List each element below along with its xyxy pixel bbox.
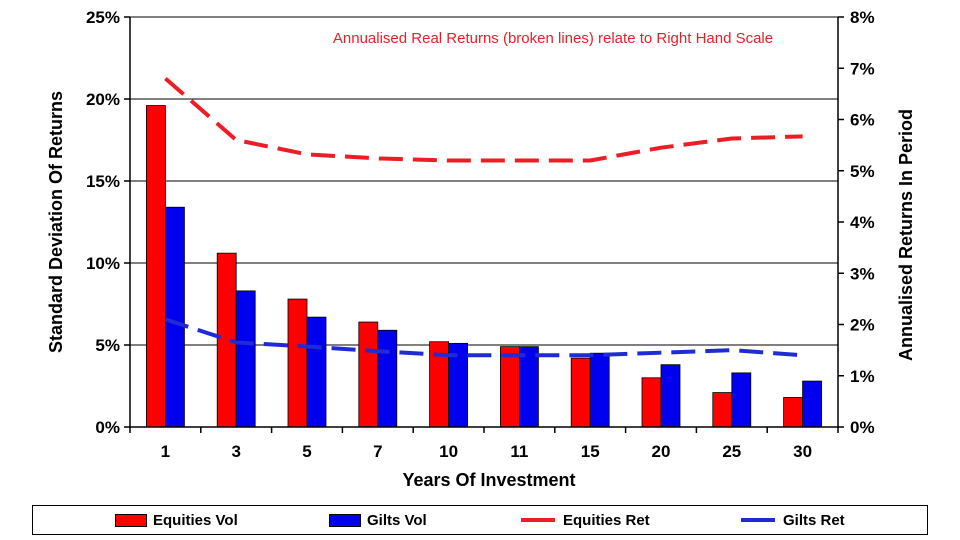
legend-swatch-gilts-ret	[741, 518, 775, 522]
bar-gilts-vol	[731, 372, 752, 428]
x-tick-label: 7	[373, 442, 382, 461]
x-tick-label: 1	[161, 442, 170, 461]
y-left-tick-label: 0%	[95, 418, 120, 437]
return-lines	[164, 76, 803, 358]
bar-equities-vol	[358, 321, 379, 428]
bar-gilts-vol	[519, 346, 539, 428]
x-tick-label: 25	[722, 442, 741, 461]
bar-equities-vol	[145, 105, 166, 428]
axes	[124, 16, 844, 433]
y-left-tick-label: 20%	[86, 90, 120, 109]
y-right-tick-label: 2%	[850, 316, 875, 335]
bar-gilts-vol	[306, 316, 327, 428]
bars	[145, 105, 822, 428]
x-tick-label: 20	[652, 442, 671, 461]
y-left-tick-label: 15%	[86, 172, 120, 191]
chart-canvas: 0% 5% 10% 15% 20% 25% 0% 1% 2% 3% 4% 5% 6% 7% 8% 1 3 5 7 10…	[46, 8, 916, 490]
bar-equities-vol	[570, 357, 591, 428]
legend-swatch-equities-vol	[115, 513, 147, 527]
y-right-tick-label: 4%	[850, 213, 875, 232]
bar-gilts-vol	[802, 380, 822, 428]
y-left-tick-label: 25%	[86, 8, 120, 27]
y-axis-title-left: Standard Deviation Of Returns	[46, 91, 66, 353]
tick-labels: 0% 5% 10% 15% 20% 25% 0% 1% 2% 3% 4% 5% 6% 7% 8% 1 3 5 7 10…	[86, 8, 875, 461]
y-left-tick-label: 10%	[86, 254, 120, 273]
y-right-tick-label: 7%	[850, 59, 875, 78]
legend-item-equities-ret: Equities Ret	[521, 506, 650, 534]
x-tick-label: 15	[581, 442, 600, 461]
y-axis-title-right: Annualised Returns In Period	[896, 109, 916, 361]
bar-gilts-vol	[377, 329, 398, 428]
line-gilts-ret	[164, 317, 803, 358]
y-right-tick-label: 3%	[850, 264, 875, 283]
y-right-tick-label: 0%	[850, 418, 875, 437]
bar-equities-vol	[783, 397, 803, 428]
legend-label-equities-ret: Equities Ret	[563, 511, 650, 529]
x-tick-label: 10	[439, 442, 458, 461]
bar-equities-vol	[287, 298, 308, 428]
chart-legend: Equities Vol Gilts Vol Equities Ret Gilt…	[32, 505, 928, 535]
y-left-tick-label: 5%	[95, 336, 120, 355]
legend-swatch-equities-ret	[521, 518, 555, 522]
bar-equities-vol	[641, 377, 662, 428]
line-equities-ret	[164, 76, 803, 163]
bar-gilts-vol	[164, 206, 185, 428]
legend-label-gilts-ret: Gilts Ret	[783, 511, 845, 529]
x-axis-title: Years Of Investment	[402, 470, 575, 490]
legend-label-gilts-vol: Gilts Vol	[367, 511, 427, 529]
legend-label-equities-vol: Equities Vol	[153, 511, 238, 529]
x-tick-label: 30	[793, 442, 812, 461]
bar-gilts-vol	[660, 364, 681, 428]
bar-gilts-vol	[589, 352, 610, 428]
legend-item-equities-vol: Equities Vol	[115, 506, 238, 534]
y-right-tick-label: 5%	[850, 162, 875, 181]
y-right-tick-label: 1%	[850, 367, 875, 386]
y-right-tick-label: 6%	[850, 111, 875, 130]
legend-item-gilts-ret: Gilts Ret	[741, 506, 845, 534]
legend-swatch-gilts-vol	[329, 513, 361, 527]
chart-annotation: Annualised Real Returns (broken lines) r…	[333, 30, 773, 47]
bar-equities-vol	[712, 392, 733, 428]
legend-item-gilts-vol: Gilts Vol	[329, 506, 427, 534]
x-tick-label: 3	[231, 442, 240, 461]
bar-equities-vol	[499, 346, 520, 428]
gridlines	[130, 16, 838, 346]
bar-gilts-vol	[235, 290, 256, 428]
x-tick-label: 5	[302, 442, 311, 461]
x-tick-label: 11	[510, 442, 528, 461]
y-right-tick-label: 8%	[850, 8, 875, 27]
